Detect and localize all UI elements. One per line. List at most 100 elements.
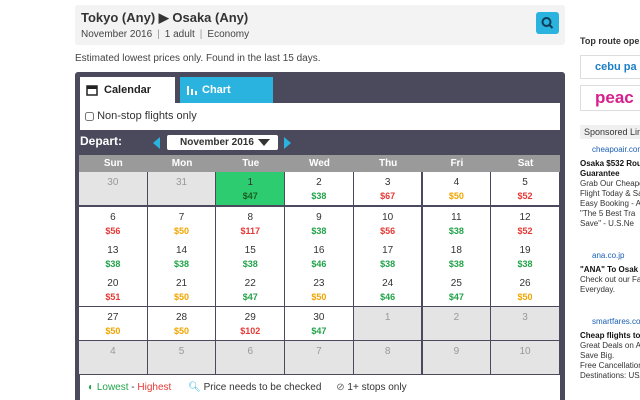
- day-number: 26: [519, 278, 531, 289]
- ad-title[interactable]: "ANA" To Osak: [580, 265, 639, 274]
- dropdown-arrow: [258, 139, 270, 146]
- month-select[interactable]: November 2016: [167, 135, 278, 150]
- price: $52: [517, 226, 533, 236]
- day-cell[interactable]: 16 $46: [285, 240, 353, 273]
- day-cell[interactable]: 30: [79, 172, 147, 205]
- day-cell[interactable]: 21 $50: [147, 273, 216, 306]
- day-cell[interactable]: 1 $47: [216, 172, 285, 205]
- legend: ◐ Lowest - Highest 🔍︎ Price needs to be …: [80, 375, 560, 400]
- day-cell[interactable]: 17 $38: [353, 240, 422, 273]
- day-cell[interactable]: 9 $38: [285, 207, 353, 240]
- day-number: 12: [519, 212, 531, 223]
- day-cell[interactable]: 30 $47: [285, 307, 353, 340]
- day-cell[interactable]: 12 $52: [491, 207, 559, 240]
- price: $38: [517, 259, 533, 269]
- day-cell[interactable]: 4: [79, 341, 147, 374]
- route: Tokyo (Any) ▶ Osaka (Any): [81, 10, 249, 25]
- day-number: 17: [382, 245, 394, 256]
- ad-text: Grab Our Cheape: [580, 179, 640, 188]
- next-month[interactable]: [284, 137, 292, 149]
- tab-label: Calendar: [104, 84, 152, 96]
- day-cell[interactable]: 11 $38: [422, 207, 491, 240]
- price: $56: [105, 226, 121, 236]
- ad-title[interactable]: Osaka $532 Rou: [580, 159, 640, 168]
- day-cell[interactable]: 18 $38: [422, 240, 491, 273]
- day-cell[interactable]: 8 $117: [216, 207, 285, 240]
- day-cell[interactable]: 10 $56: [353, 207, 422, 240]
- day-number: 4: [110, 346, 116, 357]
- search-summary: Tokyo (Any) ▶ Osaka (Any) November 2016 |…: [75, 5, 565, 45]
- ad-url[interactable]: smartfares.co: [592, 317, 640, 326]
- day-cell[interactable]: 26 $50: [491, 273, 559, 306]
- day-cell[interactable]: 27 $50: [79, 307, 147, 340]
- trip-details: November 2016 | 1 adult | Economy: [81, 29, 249, 40]
- day-cell[interactable]: 10: [491, 341, 559, 374]
- day-cell[interactable]: 5: [147, 341, 216, 374]
- day-cell[interactable]: 3: [491, 307, 559, 340]
- price: $50: [105, 326, 121, 336]
- day-cell[interactable]: 5 $52: [491, 172, 559, 205]
- day-cell[interactable]: 24 $46: [353, 273, 422, 306]
- day-cell[interactable]: 4 $50: [422, 172, 491, 205]
- day-cell[interactable]: 9: [422, 341, 491, 374]
- day-cell[interactable]: 19 $38: [491, 240, 559, 273]
- legend-check: Price needs to be checked: [203, 382, 322, 393]
- tab-label: Chart: [202, 84, 231, 96]
- ad-text: "The 5 Best Tra: [580, 209, 636, 218]
- day-cell[interactable]: 31: [147, 172, 216, 205]
- day-cell[interactable]: 15 $38: [216, 240, 285, 273]
- day-cell[interactable]: 14 $38: [147, 240, 216, 273]
- divider: |: [157, 29, 160, 40]
- passengers: 1 adult: [164, 29, 195, 40]
- day-cell[interactable]: 2 $38: [285, 172, 353, 205]
- price: $56: [380, 226, 396, 236]
- price: $50: [174, 226, 190, 236]
- day-cell[interactable]: 6: [216, 341, 285, 374]
- day-cell[interactable]: 20 $51: [79, 273, 147, 306]
- chart-tab[interactable]: Chart: [180, 77, 273, 103]
- day-cell[interactable]: 29 $102: [216, 307, 285, 340]
- price: $50: [174, 326, 190, 336]
- airline-logo[interactable]: peac: [580, 85, 640, 111]
- prev-month[interactable]: [153, 137, 161, 149]
- day-number: 3: [522, 312, 528, 323]
- price: $51: [105, 292, 121, 302]
- day-cell[interactable]: 6 $56: [79, 207, 147, 240]
- sidebar: Top route ope cebu pa peac Sponsored Lin…: [578, 0, 640, 400]
- calendar-tab[interactable]: Calendar: [80, 77, 175, 103]
- day-cell[interactable]: 8: [353, 341, 422, 374]
- weekday: Fri: [450, 158, 464, 169]
- day-number: 2: [453, 312, 460, 323]
- search-button[interactable]: [536, 12, 559, 34]
- day-cell[interactable]: 25 $47: [422, 273, 491, 306]
- weekday: Tue: [242, 158, 260, 169]
- airline-logo[interactable]: cebu pa: [580, 55, 640, 79]
- day-cell[interactable]: 2: [422, 307, 491, 340]
- day-cell[interactable]: 7 $50: [147, 207, 216, 240]
- day-cell[interactable]: 23 $50: [285, 273, 353, 306]
- legend-lowest: Lowest: [96, 382, 129, 393]
- filter-row: Non-stop flights only: [80, 103, 560, 130]
- day-cell[interactable]: 28 $50: [147, 307, 216, 340]
- ad-url[interactable]: ana.co.jp: [592, 251, 625, 260]
- day-number: 5: [178, 346, 185, 357]
- nonstop-checkbox[interactable]: [85, 111, 94, 121]
- day-number: 9: [453, 346, 460, 357]
- price: $117: [240, 226, 260, 236]
- day-cell[interactable]: 22 $47: [216, 273, 285, 306]
- day-number: 6: [110, 212, 116, 223]
- day-cell[interactable]: 7: [285, 341, 353, 374]
- ad-url[interactable]: cheapoair.com: [592, 145, 640, 154]
- ad-text: Everyday.: [580, 285, 615, 294]
- price: $38: [448, 226, 464, 236]
- day-cell[interactable]: 1: [353, 307, 422, 340]
- cabin: Economy: [207, 29, 250, 40]
- ad-title[interactable]: Guarantee: [580, 169, 620, 178]
- chart-icon: [187, 86, 197, 95]
- day-cell[interactable]: 13 $38: [79, 240, 147, 273]
- day-cell[interactable]: 3 $67: [353, 172, 422, 205]
- price: $46: [311, 259, 327, 269]
- ad-title[interactable]: Cheap flights to: [580, 331, 640, 340]
- weekday: Thu: [378, 158, 398, 169]
- day-number: 22: [244, 278, 256, 289]
